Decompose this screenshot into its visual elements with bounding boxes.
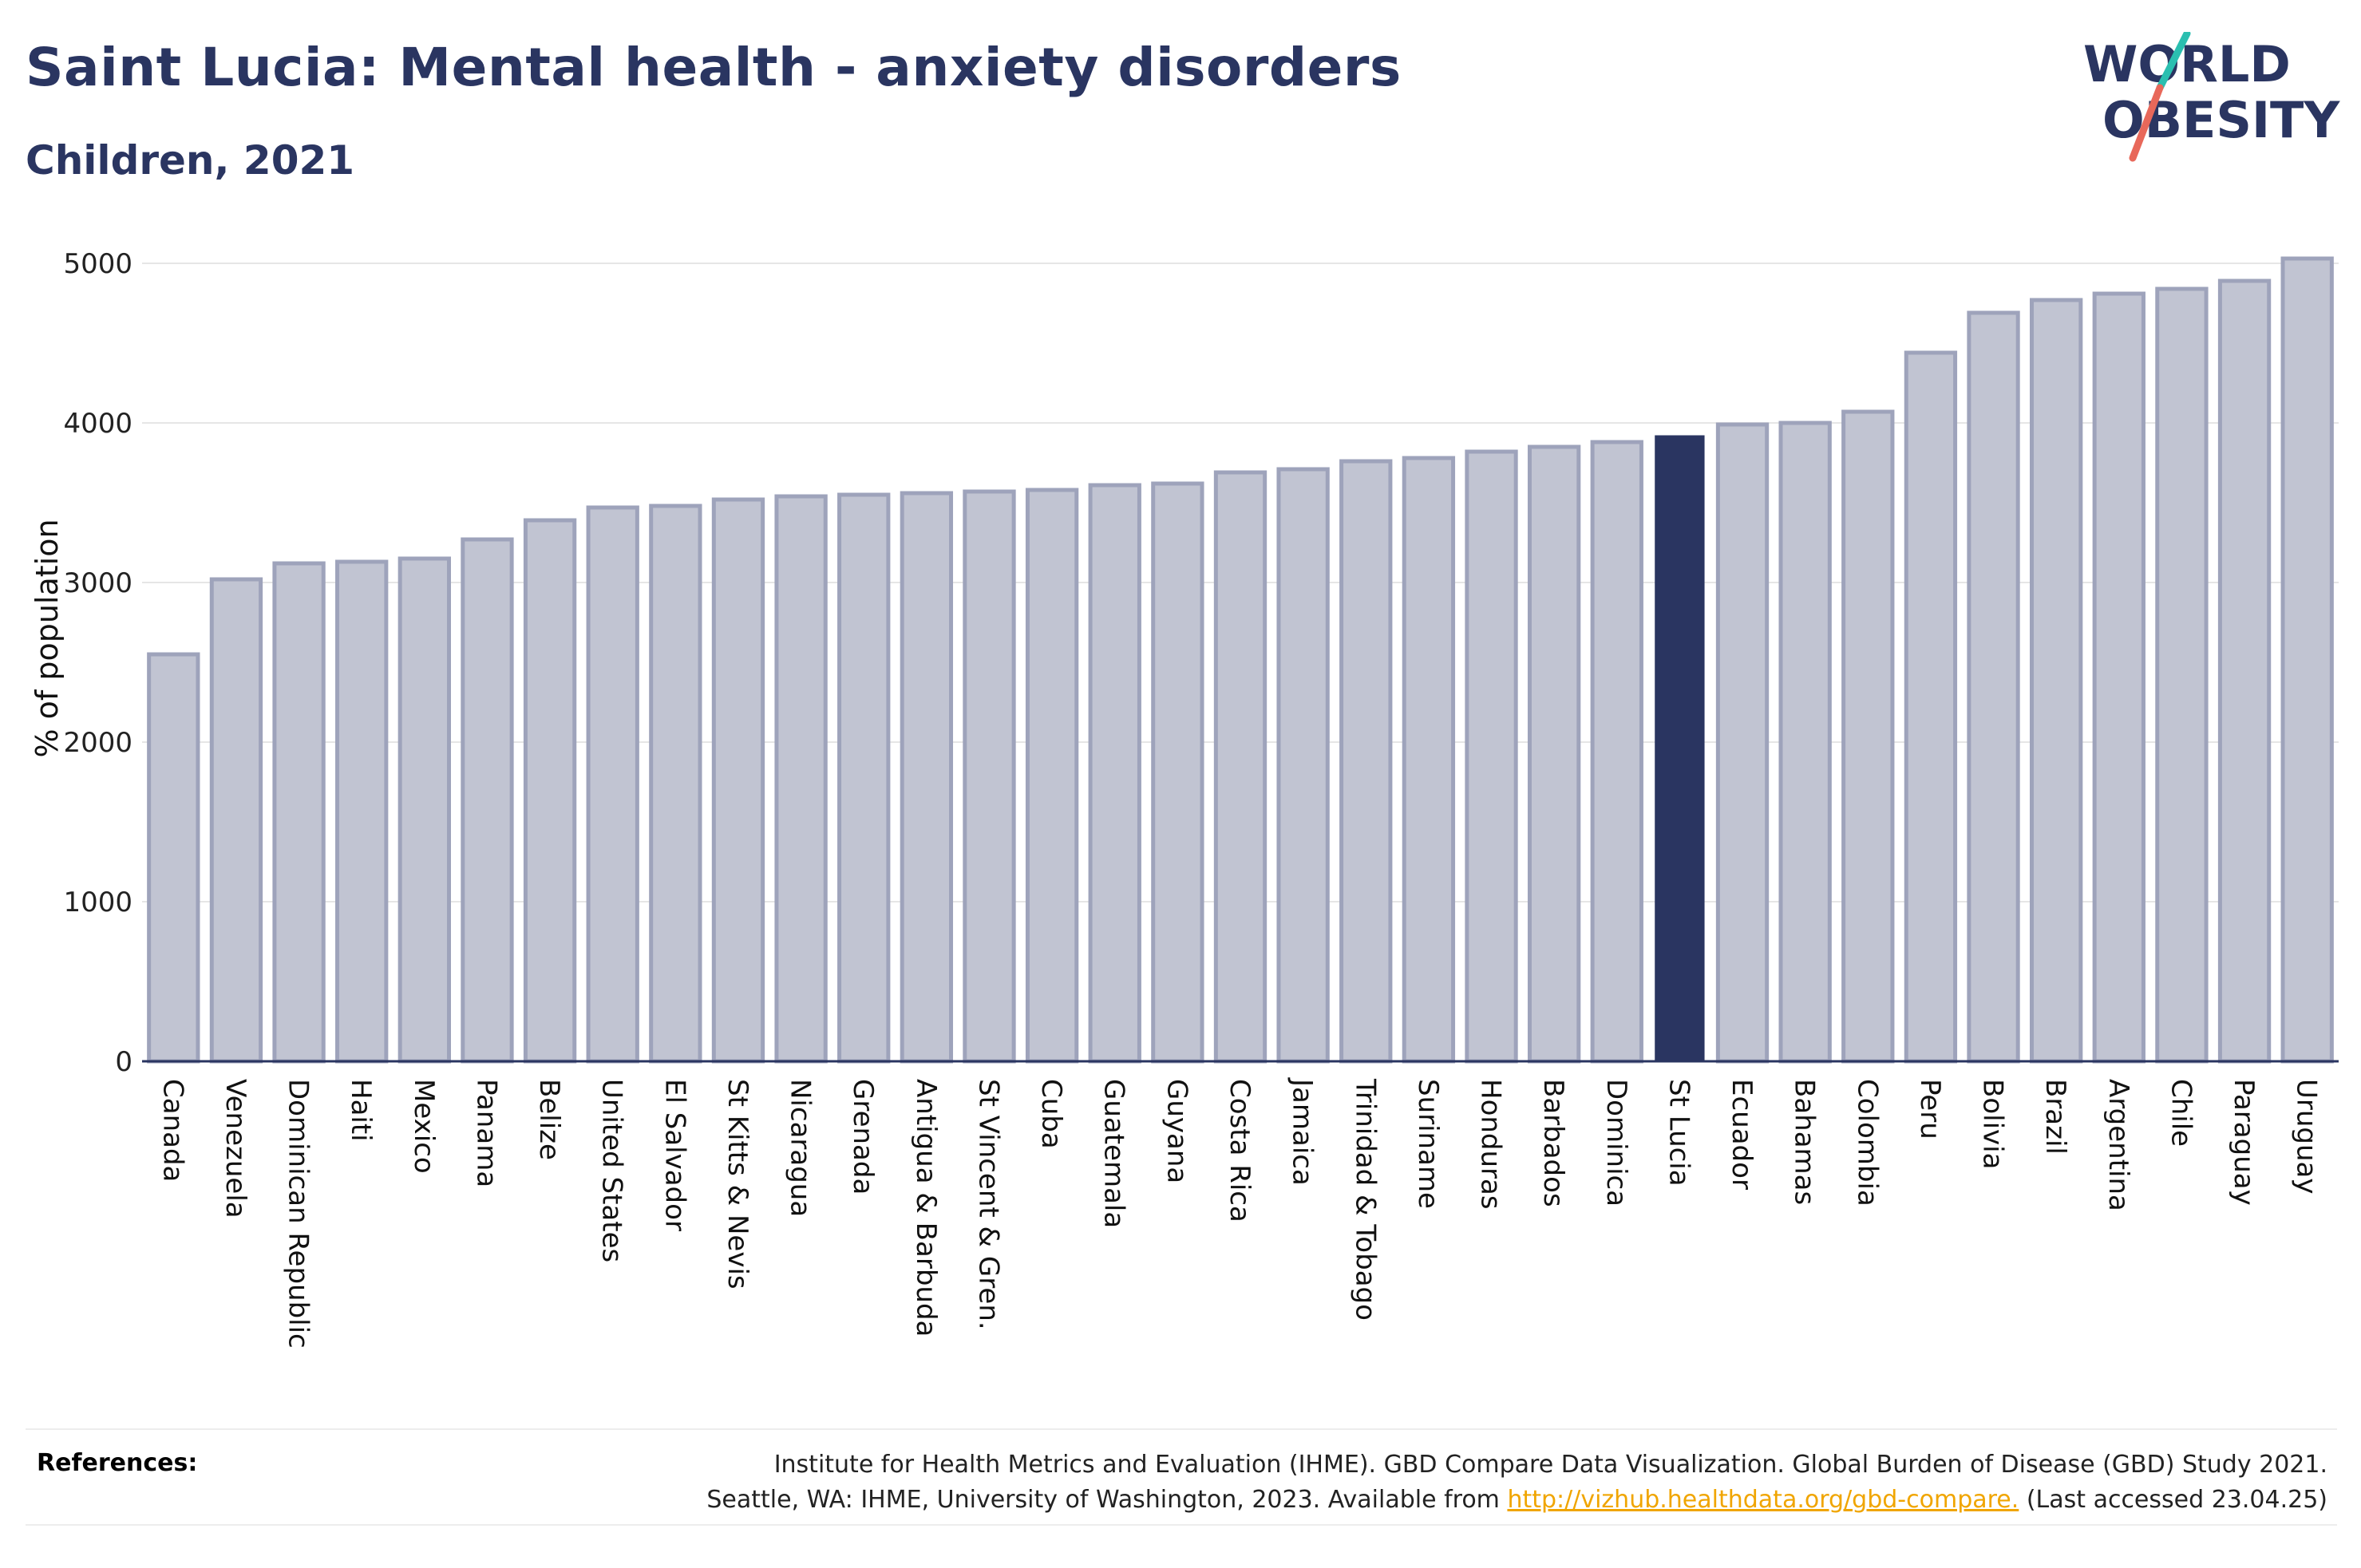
x-tick-label: Argentina bbox=[2102, 1079, 2134, 1211]
references-link[interactable]: http://vizhub.healthdata.org/gbd-compare… bbox=[1507, 1486, 2019, 1514]
world-obesity-logo: WORLD OBESITY bbox=[2083, 32, 2340, 162]
bar-venezuela bbox=[209, 577, 263, 1064]
bar-st-vincent-gren- bbox=[963, 489, 1016, 1064]
references-label: References: bbox=[37, 1449, 198, 1477]
bar-el-salvador bbox=[649, 504, 702, 1064]
bar-uruguay bbox=[2280, 256, 2334, 1064]
bar-cuba bbox=[1025, 488, 1079, 1064]
bar-panama bbox=[461, 537, 514, 1064]
bar-mexico bbox=[397, 556, 451, 1064]
chart-title: Saint Lucia: Mental health - anxiety dis… bbox=[26, 37, 1402, 98]
x-tick-label: Brazil bbox=[2039, 1079, 2071, 1155]
bar-guatemala bbox=[1088, 483, 1141, 1064]
logo-line-world: WORLD bbox=[2083, 35, 2291, 93]
x-tick-label: Guatemala bbox=[1098, 1079, 1130, 1228]
x-tick-label: Jamaica bbox=[1287, 1077, 1319, 1186]
logo-slash-coral bbox=[2129, 84, 2164, 162]
y-tick-label: 3000 bbox=[63, 567, 132, 599]
bar-bahamas bbox=[1778, 421, 1832, 1064]
bar-barbados bbox=[1527, 444, 1581, 1064]
bar-dominican-republic bbox=[272, 561, 326, 1064]
x-tick-label: St Kitts & Nevis bbox=[722, 1079, 753, 1290]
bar-nicaragua bbox=[774, 494, 828, 1064]
x-tick-label: Paraguay bbox=[2228, 1079, 2260, 1206]
bar-bolivia bbox=[1967, 310, 2020, 1064]
x-tick-label: Grenada bbox=[847, 1079, 879, 1195]
x-tick-label: Suriname bbox=[1412, 1079, 1444, 1209]
bar-argentina bbox=[2092, 291, 2145, 1064]
bar-haiti bbox=[335, 559, 389, 1064]
x-tick-label: Antigua & Barbuda bbox=[910, 1079, 942, 1337]
y-tick-label: 4000 bbox=[63, 408, 132, 440]
references-line-2: Seattle, WA: IHME, University of Washing… bbox=[412, 1483, 2327, 1518]
x-tick-label: Haiti bbox=[345, 1079, 377, 1142]
bar-jamaica bbox=[1276, 467, 1330, 1064]
x-tick-label: Guyana bbox=[1161, 1079, 1192, 1183]
y-tick-label: 2000 bbox=[63, 727, 132, 759]
x-tick-label: St Lucia bbox=[1663, 1079, 1695, 1187]
x-tick-label: United States bbox=[596, 1079, 628, 1262]
bar-belize bbox=[523, 518, 577, 1064]
bar-canada bbox=[147, 652, 200, 1064]
x-tick-label: El Salvador bbox=[658, 1079, 690, 1231]
bar-colombia bbox=[1841, 409, 1895, 1064]
bar-united-states bbox=[586, 505, 639, 1064]
bar-chart: 0 1000 2000 3000 4000 5000 Canada Venezuela Dom… bbox=[30, 248, 2339, 1349]
x-tick-label: Dominican Republic bbox=[283, 1079, 314, 1349]
references-line-2-suffix: (Last accessed 23.04.25) bbox=[2019, 1486, 2327, 1514]
x-tick-label: Trinidad & Tobago bbox=[1349, 1078, 1381, 1321]
x-tick-label: St Vincent & Gren. bbox=[972, 1079, 1004, 1330]
bar-costa-rica bbox=[1213, 470, 1268, 1064]
bar-honduras bbox=[1465, 449, 1518, 1064]
x-tick-label: Colombia bbox=[1851, 1079, 1883, 1207]
bar-st-lucia bbox=[1655, 435, 1705, 1062]
x-tick-label: Bahamas bbox=[1789, 1079, 1821, 1205]
bar-guyana bbox=[1151, 481, 1204, 1064]
y-axis-label: % of population bbox=[30, 519, 65, 757]
bar-chile bbox=[2155, 286, 2209, 1064]
y-tick-label: 5000 bbox=[63, 248, 132, 280]
x-tick-label: Cuba bbox=[1035, 1079, 1067, 1149]
bar-ecuador bbox=[1715, 422, 1770, 1064]
bar-antigua-barbuda bbox=[900, 491, 954, 1064]
x-tick-label: Mexico bbox=[408, 1079, 440, 1174]
references-text: Institute for Health Metrics and Evaluat… bbox=[412, 1448, 2327, 1518]
x-tick-label: Belize bbox=[533, 1079, 565, 1160]
x-tick-label: Honduras bbox=[1475, 1079, 1507, 1210]
bar-grenada bbox=[837, 492, 891, 1064]
x-tick-label: Barbados bbox=[1537, 1079, 1569, 1207]
bar-trinidad-tobago bbox=[1339, 459, 1393, 1064]
x-tick-label: Ecuador bbox=[1726, 1079, 1758, 1190]
x-tick-label: Panama bbox=[470, 1079, 502, 1187]
bar-paraguay bbox=[2217, 278, 2272, 1064]
x-tick-label: Uruguay bbox=[2291, 1079, 2323, 1195]
y-tick-label: 1000 bbox=[63, 887, 132, 918]
bar-peru bbox=[1904, 350, 1958, 1064]
references-line-1: Institute for Health Metrics and Evaluat… bbox=[773, 1451, 2327, 1479]
bar-brazil bbox=[2030, 298, 2083, 1064]
references-panel: References: Institute for Health Metrics… bbox=[26, 1428, 2337, 1526]
x-tick-label: Peru bbox=[1914, 1079, 1946, 1139]
chart-subtitle: Children, 2021 bbox=[26, 137, 355, 184]
x-axis-ticks: Canada Venezuela Dominican Republic Haiti Me… bbox=[156, 1077, 2322, 1349]
references-line-2-prefix: Seattle, WA: IHME, University of Washing… bbox=[706, 1486, 1508, 1514]
x-tick-label: Canada bbox=[156, 1079, 188, 1182]
bar-dominica bbox=[1590, 440, 1643, 1064]
x-tick-label: Costa Rica bbox=[1224, 1079, 1256, 1222]
x-tick-label: Nicaragua bbox=[785, 1079, 817, 1217]
x-tick-label: Dominica bbox=[1600, 1079, 1632, 1207]
x-tick-label: Bolivia bbox=[1977, 1079, 2009, 1169]
x-tick-label: Chile bbox=[2165, 1079, 2197, 1147]
logo-slash-teal bbox=[2156, 32, 2191, 92]
bars bbox=[142, 256, 2339, 1064]
y-axis-ticks: 0 1000 2000 3000 4000 5000 bbox=[63, 248, 132, 1078]
bar-suriname bbox=[1402, 456, 1456, 1064]
bar-st-kitts-nevis bbox=[711, 497, 765, 1064]
y-tick-label: 0 bbox=[115, 1046, 132, 1078]
x-tick-label: Venezuela bbox=[219, 1079, 251, 1218]
